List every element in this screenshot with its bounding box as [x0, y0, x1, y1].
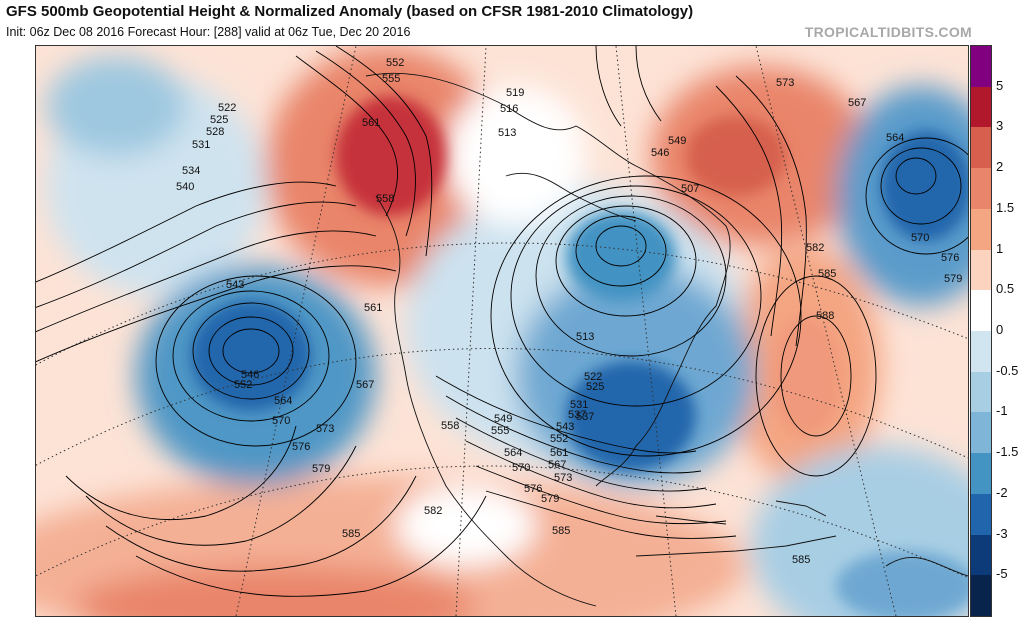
height-label: 567: [548, 459, 566, 471]
height-label: 573: [316, 423, 334, 435]
height-label: 564: [274, 395, 292, 407]
colorbar-swatch: [971, 453, 991, 495]
colorbar-tick-label: 1: [996, 240, 1004, 256]
height-label: 582: [424, 505, 442, 517]
height-label: 540: [176, 181, 194, 193]
colorbar-tick-label: 2: [996, 159, 1004, 175]
colorbar-swatch: [971, 290, 991, 332]
anomaly-colorbar: [970, 45, 992, 617]
height-label: 513: [576, 331, 594, 343]
colorbar-swatch: [971, 575, 991, 617]
colorbar-tick-label: -0.5: [996, 362, 1019, 378]
colorbar-swatch: [971, 86, 991, 128]
height-label: 522: [584, 371, 602, 383]
colorbar-tick-label: 0.5: [996, 281, 1015, 297]
height-label: 570: [512, 462, 530, 474]
height-label: 570: [911, 232, 929, 244]
height-label: 537: [576, 411, 594, 423]
colorbar-swatch: [971, 46, 991, 88]
anomaly-map: 573 567 564 570 576 579 552 555 561 558 …: [35, 45, 969, 617]
height-label: 516: [500, 103, 518, 115]
height-label: 573: [554, 472, 572, 484]
height-label: 531: [570, 399, 588, 411]
height-label: 552: [234, 379, 252, 391]
height-label: 555: [382, 73, 400, 85]
height-label: 564: [886, 132, 904, 144]
height-label: 561: [362, 117, 380, 129]
colorbar-tick-label: 5: [996, 77, 1004, 93]
colorbar-tick-label: -3: [996, 525, 1008, 541]
map-title: GFS 500mb Geopotential Height & Normaliz…: [6, 3, 694, 20]
map-subtitle: Init: 06z Dec 08 2016 Forecast Hour: [28…: [6, 25, 411, 39]
height-label: 507: [681, 183, 699, 195]
height-label: 567: [848, 97, 866, 109]
height-label: 576: [292, 441, 310, 453]
colorbar-tick-label: -1.5: [996, 444, 1019, 460]
colorbar-tick-label: 3: [996, 118, 1004, 134]
coastlines: [365, 72, 968, 607]
colorbar-tick-label: -2: [996, 484, 1008, 500]
height-label: 585: [792, 554, 810, 566]
colorbar-swatch: [971, 371, 991, 413]
height-label: 519: [506, 87, 524, 99]
height-label: 582: [806, 242, 824, 254]
height-label: 525: [586, 381, 604, 393]
colorbar-swatch: [971, 412, 991, 454]
height-label: 549: [494, 413, 512, 425]
height-label: 546: [651, 147, 669, 159]
height-label: 585: [552, 525, 570, 537]
colorbar-swatch: [971, 127, 991, 169]
height-label: 573: [776, 77, 794, 89]
height-label: 543: [556, 421, 574, 433]
height-label: 585: [818, 268, 836, 280]
colorbar-swatch: [971, 331, 991, 373]
height-label: 525: [210, 114, 228, 126]
height-labels: 573 567 564 570 576 579 552 555 561 558 …: [176, 57, 962, 566]
height-label: 564: [504, 447, 522, 459]
height-label: 588: [816, 310, 834, 322]
height-label: 570: [272, 415, 290, 427]
colorbar-swatch: [971, 249, 991, 291]
height-label: 579: [541, 493, 559, 505]
colorbar-swatch: [971, 534, 991, 576]
height-label: 576: [524, 483, 542, 495]
height-label: 585: [342, 528, 360, 540]
site-watermark[interactable]: TROPICALTIDBITS.COM: [804, 24, 972, 40]
map-canvas: 573 567 564 570 576 579 552 555 561 558 …: [36, 46, 968, 616]
height-label: 543: [226, 279, 244, 291]
colorbar-tick-label: 0: [996, 322, 1004, 337]
height-label: 555: [491, 425, 509, 437]
height-label: 531: [192, 139, 210, 151]
colorbar-swatch: [971, 168, 991, 210]
height-contours: [36, 46, 968, 597]
height-label: 558: [376, 193, 394, 205]
height-label: 561: [364, 302, 382, 314]
height-label: 567: [356, 379, 374, 391]
colorbar-swatch: [971, 208, 991, 251]
height-label: 558: [441, 420, 459, 432]
height-label: 513: [498, 127, 516, 139]
height-label: 537: [568, 409, 586, 421]
height-label: 522: [218, 102, 236, 114]
height-label: 549: [668, 135, 686, 147]
height-label: 546: [241, 369, 259, 381]
anomaly-shading: [36, 46, 968, 616]
colorbar-tick-label: -1: [996, 403, 1008, 419]
height-label: 534: [182, 165, 200, 177]
colorbar-swatch: [971, 493, 991, 536]
height-label: 576: [941, 252, 959, 264]
graticule: [36, 46, 968, 616]
height-label: 552: [550, 433, 568, 445]
colorbar-tick-label: -5: [996, 566, 1008, 582]
height-label: 561: [550, 447, 568, 459]
height-label: 579: [312, 463, 330, 475]
height-label: 579: [944, 273, 962, 285]
height-label: 552: [386, 57, 404, 69]
height-label: 528: [206, 126, 224, 138]
colorbar-tick-label: 1.5: [996, 199, 1015, 215]
